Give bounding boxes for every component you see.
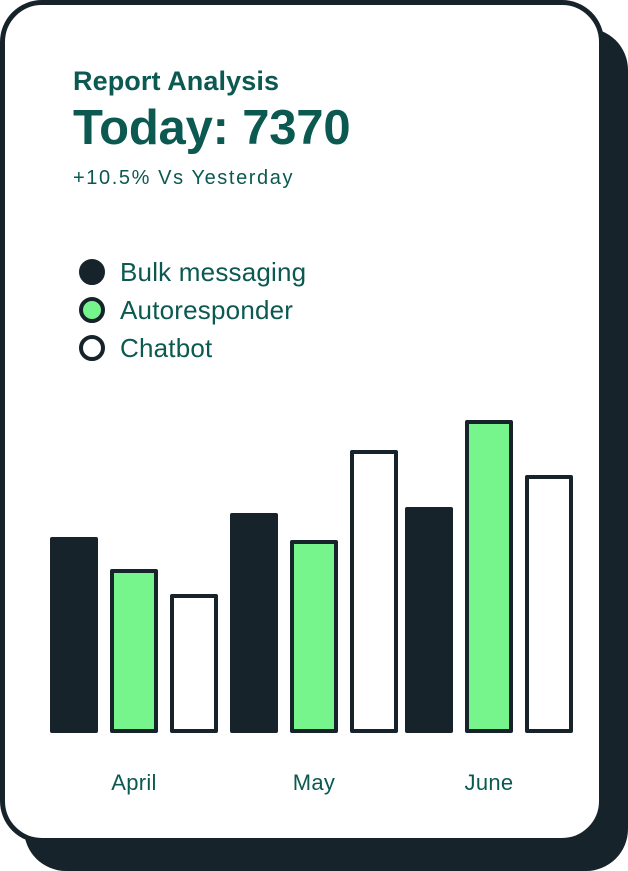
legend-item-bulk-messaging[interactable]: Bulk messaging xyxy=(79,253,499,291)
legend-item-chatbot[interactable]: Chatbot xyxy=(79,329,499,367)
bar-june-bulk-messaging[interactable] xyxy=(405,507,453,733)
card-header: Report Analysis Today: 7370 +10.5% Vs Ye… xyxy=(73,66,553,190)
grouped-bar-chart: April May June xyxy=(5,5,599,838)
white-ring-circle-icon xyxy=(79,335,105,361)
bar-may-autoresponder[interactable] xyxy=(290,540,338,733)
page-title: Report Analysis xyxy=(73,66,280,96)
bar-april-autoresponder[interactable] xyxy=(110,569,158,733)
legend-item-autoresponder[interactable]: Autoresponder xyxy=(79,291,499,329)
legend-label-bulk-messaging: Bulk messaging xyxy=(120,256,307,287)
x-axis-label-april: April xyxy=(111,770,157,795)
bar-april-bulk-messaging[interactable] xyxy=(50,537,98,733)
x-axis-label-may: May xyxy=(292,770,336,795)
legend-label-autoresponder: Autoresponder xyxy=(120,294,294,325)
bar-april-chatbot[interactable] xyxy=(170,594,218,733)
report-analysis-card: Report Analysis Today: 7370 +10.5% Vs Ye… xyxy=(0,0,604,843)
bar-june-autoresponder[interactable] xyxy=(465,420,513,733)
comparison-vs-yesterday: +10.5% Vs Yesterday xyxy=(73,166,295,189)
filled-dark-circle-icon xyxy=(79,259,105,285)
x-axis-label-june: June xyxy=(464,770,514,795)
legend-label-chatbot: Chatbot xyxy=(120,332,213,363)
chart-legend: Bulk messaging Autoresponder Chatbot xyxy=(79,253,499,367)
bar-june-chatbot[interactable] xyxy=(525,475,573,733)
bar-may-bulk-messaging[interactable] xyxy=(230,513,278,733)
bar-may-chatbot[interactable] xyxy=(350,450,398,733)
green-ring-circle-icon xyxy=(79,297,105,323)
today-total-metric: Today: 7370 xyxy=(73,100,351,155)
